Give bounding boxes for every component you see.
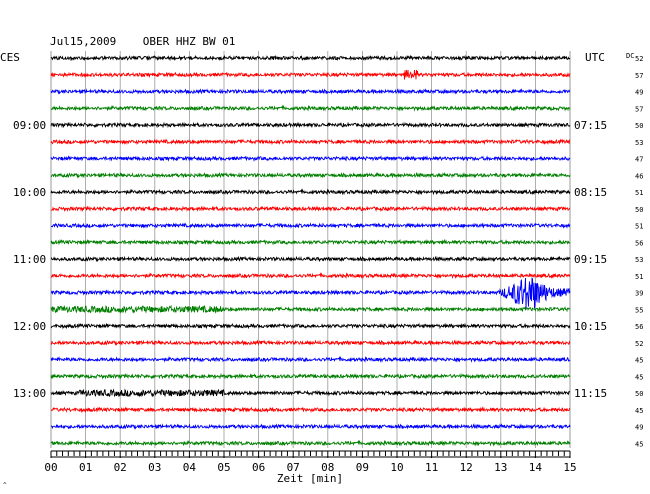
x-tick-label: 10 [390,461,403,474]
seismic-trace [50,272,571,280]
seismic-trace [50,104,571,112]
dc-offset-value: 57 [635,72,643,80]
x-tick-label: 00 [44,461,57,474]
dc-offset-header: DC [626,52,634,60]
dc-offset-value: 57 [635,105,643,113]
x-tick-label: 01 [79,461,92,474]
dc-offset-value: 49 [635,89,643,97]
dc-offset-value: 51 [635,273,643,281]
seismic-trace [50,277,571,310]
labels: 09:00 10:00 11:00 12:00 13:00 07:15 08:15 09:15… [13,55,643,448]
dc-offset-value: 45 [635,440,643,448]
seismic-trace [51,255,571,263]
x-tick-label: 03 [148,461,161,474]
right-time-label: 10:15 [574,320,607,333]
dc-offset-value: 55 [635,306,643,314]
x-tick-label: 15 [563,461,576,474]
dc-offset-value: 51 [635,223,643,231]
dc-offset-value: 50 [635,122,643,130]
right-time-label: 07:15 [574,119,607,132]
left-time-label: 11:00 [13,253,46,266]
dc-offset-value: 52 [635,340,643,348]
right-timezone-label: UTC [585,51,605,64]
x-tick-label: 09 [356,461,369,474]
seismic-trace [50,439,571,447]
chart-title: Jul15,2009 OBER HHZ BW 01 [50,35,235,48]
seismic-trace [50,355,571,363]
x-tick-label: 05 [217,461,230,474]
dc-offset-value: 51 [635,189,643,197]
x-tick-label: 14 [529,461,543,474]
seismic-trace [50,69,571,80]
x-tick-label: 04 [183,461,197,474]
dc-offset-value: 39 [635,290,643,298]
left-time-label: 13:00 [13,387,46,400]
dc-offset-value: 50 [635,390,643,398]
dc-offset-value: 45 [635,357,643,365]
right-time-label: 08:15 [574,186,607,199]
seismic-trace [50,423,571,430]
x-tick-label: 08 [321,461,334,474]
seismic-trace [51,222,571,229]
seismic-trace [50,304,571,314]
seismic-trace [50,138,571,146]
seismic-trace [50,406,570,414]
x-tick-label: 12 [460,461,473,474]
dc-offset-value: 45 [635,373,643,381]
dc-offset-value: 56 [635,239,643,247]
dc-offset-value: 52 [635,55,643,63]
dc-offset-value: 53 [635,139,643,147]
corner-mark: ^ [3,482,7,489]
x-tick-label: 11 [425,461,438,474]
x-tick-label: 06 [252,461,265,474]
seismic-trace [50,205,571,213]
seismic-trace [50,88,571,95]
seismic-trace [50,188,571,196]
left-time-label: 09:00 [13,119,46,132]
dc-offset-value: 53 [635,256,643,264]
seismic-trace [50,322,571,330]
dc-offset-value: 46 [635,172,643,180]
left-timezone-label: CES [0,51,20,64]
left-time-label: 10:00 [13,186,46,199]
dc-offset-value: 45 [635,407,643,415]
seismic-trace [50,372,571,380]
dc-offset-value: 49 [635,424,643,432]
right-time-label: 09:15 [574,253,607,266]
seismic-trace [50,171,571,179]
traces [50,54,571,447]
seismic-trace [50,121,571,129]
right-time-label: 11:15 [574,387,607,400]
seismic-trace [50,155,571,162]
seismic-trace [50,54,571,62]
dc-offset-value: 47 [635,156,643,164]
vertical-grid [50,51,571,448]
left-time-label: 12:00 [13,320,46,333]
dc-offset-value: 56 [635,323,643,331]
x-tick-label: 13 [494,461,507,474]
seismic-trace [50,339,571,346]
seismic-trace [50,238,571,246]
x-tick-label: 07 [287,461,300,474]
seismic-trace [50,388,571,398]
dc-offset-value: 50 [635,206,643,214]
x-axis: 00 01 02 03 04 05 06 07 08 09 10 11 12 13 14 15 [44,450,577,474]
x-axis-label: Zeit [min] [277,472,343,485]
x-tick-label: 02 [114,461,127,474]
